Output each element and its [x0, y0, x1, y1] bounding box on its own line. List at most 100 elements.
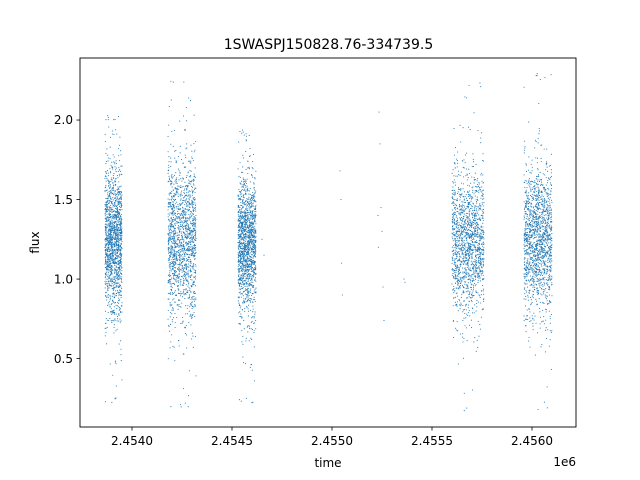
data-point — [187, 297, 189, 299]
data-point — [462, 188, 464, 190]
data-point — [175, 294, 177, 296]
data-point — [192, 183, 194, 185]
data-point — [246, 274, 248, 276]
data-point — [241, 239, 243, 241]
data-point — [188, 276, 190, 278]
data-point — [190, 276, 192, 278]
data-point — [182, 222, 184, 224]
data-point — [120, 340, 122, 342]
data-point — [173, 183, 175, 185]
data-point — [111, 189, 113, 191]
data-point — [114, 195, 117, 197]
data-point — [118, 181, 120, 183]
data-point — [255, 280, 257, 282]
data-point — [177, 263, 179, 266]
data-point — [115, 262, 117, 264]
data-point — [173, 219, 175, 221]
data-point — [174, 274, 176, 276]
data-point — [245, 183, 248, 185]
data-point — [116, 207, 118, 209]
data-point — [169, 252, 172, 254]
data-point — [112, 299, 114, 301]
data-point — [112, 210, 114, 212]
data-point — [115, 206, 117, 208]
data-point — [458, 212, 460, 214]
data-point — [248, 257, 250, 259]
data-point — [112, 249, 114, 251]
data-point — [179, 209, 181, 211]
data-point — [251, 265, 253, 267]
data-point — [167, 249, 170, 251]
data-point — [250, 309, 252, 312]
data-point — [185, 305, 187, 307]
data-point — [106, 259, 108, 261]
data-point — [242, 260, 245, 262]
data-point — [168, 262, 170, 264]
data-point — [112, 222, 114, 224]
data-point — [120, 320, 122, 322]
data-point — [182, 197, 184, 199]
data-point — [116, 252, 118, 254]
data-point — [193, 276, 195, 278]
data-point — [238, 175, 240, 177]
data-point — [114, 203, 116, 205]
data-point — [187, 281, 189, 283]
data-point — [244, 234, 246, 236]
data-point — [192, 268, 194, 270]
data-point — [173, 263, 175, 265]
data-point — [468, 84, 470, 86]
data-point — [111, 220, 113, 222]
data-point — [114, 295, 116, 297]
data-point — [194, 258, 196, 261]
data-point — [107, 294, 109, 296]
data-point — [109, 186, 111, 188]
data-point — [117, 186, 119, 188]
data-point — [168, 225, 170, 227]
data-point — [111, 313, 113, 315]
data-point — [181, 186, 183, 188]
data-point — [247, 315, 249, 317]
data-point — [179, 224, 182, 226]
data-point — [482, 290, 484, 292]
data-point — [168, 228, 170, 230]
data-point — [237, 261, 239, 263]
data-point — [121, 267, 123, 269]
data-point — [120, 213, 122, 216]
data-point — [174, 195, 176, 197]
data-point — [174, 272, 176, 274]
data-point — [120, 277, 122, 279]
data-point — [250, 238, 252, 240]
data-point — [120, 294, 122, 296]
data-point — [104, 276, 106, 279]
data-point — [253, 317, 255, 319]
data-point — [252, 241, 254, 243]
data-point — [187, 205, 189, 207]
data-point — [251, 260, 253, 262]
data-point — [170, 180, 172, 182]
data-point — [170, 237, 172, 239]
data-point — [108, 209, 110, 211]
data-point — [169, 302, 171, 304]
data-point — [247, 249, 249, 251]
data-point — [121, 203, 123, 205]
data-point — [247, 242, 250, 244]
data-point — [109, 216, 111, 218]
data-point — [250, 294, 253, 297]
data-point — [115, 234, 117, 236]
data-point — [118, 204, 120, 206]
data-point — [182, 177, 184, 179]
data-point — [194, 236, 196, 238]
data-point — [190, 324, 192, 326]
data-point — [474, 259, 476, 261]
data-point — [473, 216, 476, 218]
data-point — [117, 211, 119, 213]
data-point — [119, 284, 121, 286]
data-point — [172, 216, 174, 219]
data-point — [474, 337, 476, 339]
data-point — [112, 168, 114, 170]
data-point — [178, 168, 180, 170]
data-point — [479, 203, 481, 205]
data-point — [194, 220, 197, 222]
data-point — [178, 281, 180, 283]
data-point — [106, 281, 108, 283]
